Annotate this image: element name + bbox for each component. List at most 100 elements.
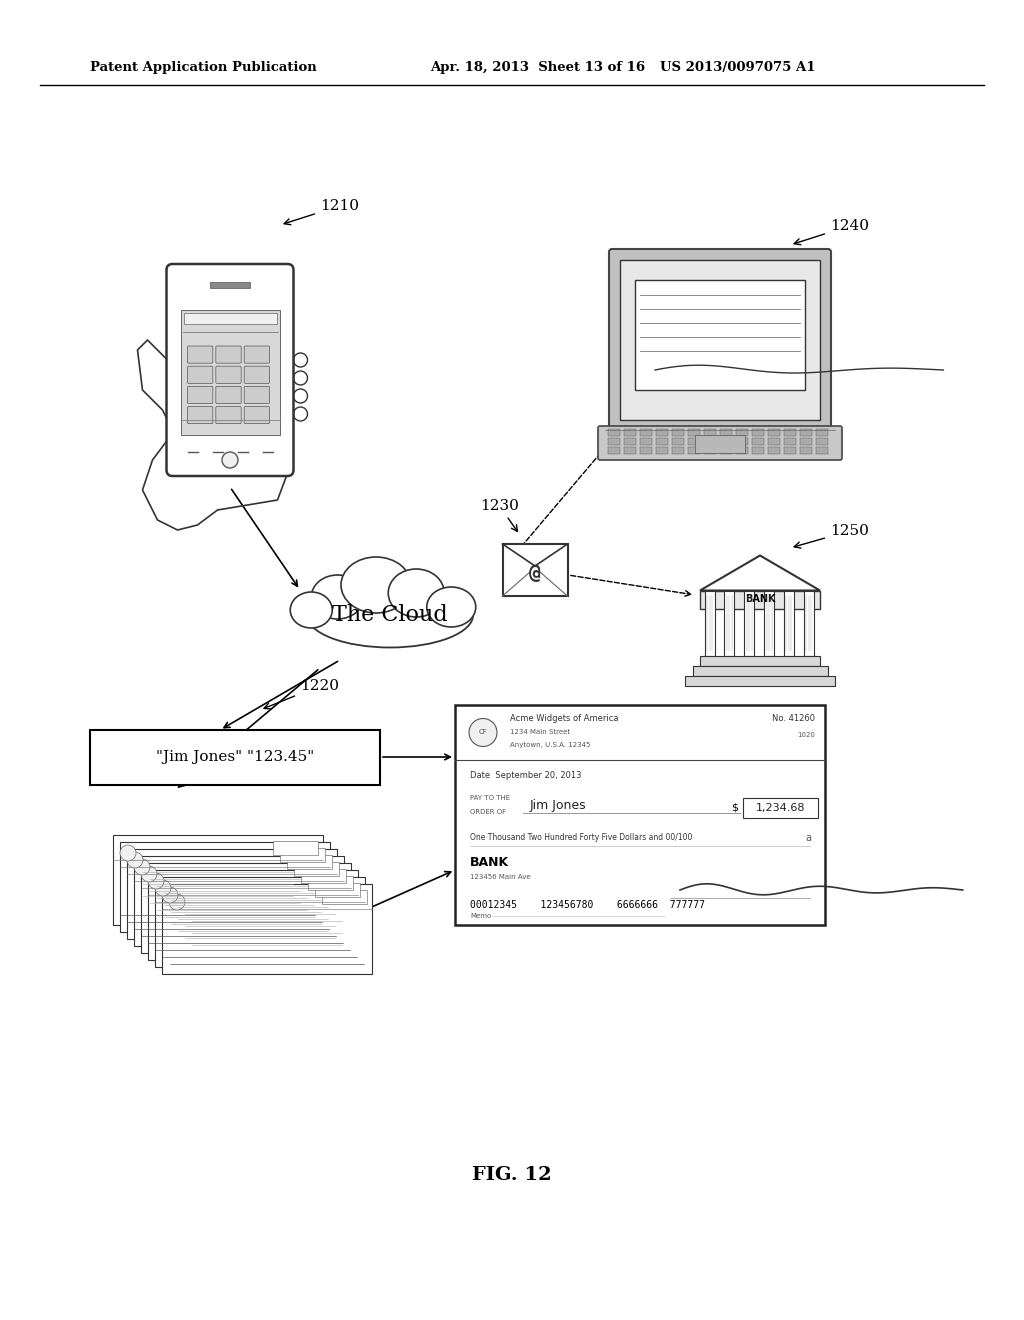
Circle shape (169, 894, 185, 909)
Text: 1220: 1220 (264, 678, 339, 709)
Bar (280, 847, 325, 862)
FancyBboxPatch shape (216, 407, 242, 424)
Bar (624, 429, 636, 436)
Bar (656, 438, 668, 445)
Bar (90, 730, 380, 785)
Circle shape (120, 845, 136, 861)
Bar (720, 447, 732, 454)
Bar (705, 438, 716, 445)
Bar (695, 436, 745, 453)
Bar (768, 438, 780, 445)
Bar (608, 429, 620, 436)
Bar (141, 863, 351, 953)
Circle shape (469, 718, 497, 747)
Bar (672, 438, 684, 445)
Text: Jim Jones: Jim Jones (530, 799, 587, 812)
Text: 1250: 1250 (795, 524, 869, 548)
Bar (127, 849, 337, 939)
Bar (720, 438, 732, 445)
Circle shape (134, 859, 150, 875)
Bar (700, 590, 820, 609)
Bar (640, 429, 652, 436)
Ellipse shape (290, 591, 332, 628)
Bar (752, 447, 764, 454)
Text: The Cloud: The Cloud (332, 605, 447, 626)
Bar (180, 310, 280, 436)
Bar (315, 883, 360, 896)
Bar (656, 447, 668, 454)
Bar (301, 869, 346, 883)
FancyBboxPatch shape (167, 264, 294, 477)
Bar (736, 429, 748, 436)
Ellipse shape (307, 582, 473, 648)
Ellipse shape (311, 576, 364, 619)
Text: BANK: BANK (470, 857, 509, 870)
Ellipse shape (427, 587, 476, 627)
FancyBboxPatch shape (187, 407, 213, 424)
FancyBboxPatch shape (598, 426, 842, 459)
Bar (743, 799, 818, 818)
Text: "Jim Jones" "123.45": "Jim Jones" "123.45" (156, 751, 314, 764)
Bar (720, 429, 732, 436)
Circle shape (222, 451, 238, 469)
Bar (608, 438, 620, 445)
Bar (816, 447, 828, 454)
Bar (800, 438, 812, 445)
Circle shape (294, 389, 307, 403)
Text: Anytown, U.S.A. 12345: Anytown, U.S.A. 12345 (510, 742, 591, 747)
Bar (816, 438, 828, 445)
Bar (800, 447, 812, 454)
Bar (816, 429, 828, 436)
Text: 1,234.68: 1,234.68 (757, 803, 806, 813)
Text: 1210: 1210 (284, 199, 359, 224)
Bar (752, 438, 764, 445)
Bar (308, 875, 353, 890)
FancyBboxPatch shape (244, 387, 269, 404)
Bar (148, 870, 358, 960)
FancyBboxPatch shape (216, 366, 242, 383)
Circle shape (294, 352, 307, 367)
Bar (688, 429, 700, 436)
Text: 1020: 1020 (797, 733, 815, 738)
FancyBboxPatch shape (244, 407, 269, 424)
Ellipse shape (341, 557, 411, 612)
Bar (688, 447, 700, 454)
Text: a: a (805, 833, 811, 843)
Bar (210, 282, 250, 288)
Text: 00012345    123456780    6666666  777777: 00012345 123456780 6666666 777777 (470, 900, 705, 909)
Bar (162, 884, 372, 974)
Bar (672, 447, 684, 454)
Circle shape (127, 851, 143, 869)
Bar (120, 842, 330, 932)
Bar (692, 665, 827, 676)
Bar (744, 590, 755, 656)
Bar (804, 590, 814, 656)
Bar (113, 836, 323, 925)
Text: Date  September 20, 2013: Date September 20, 2013 (470, 771, 582, 780)
Bar (640, 438, 652, 445)
Text: Patent Application Publication: Patent Application Publication (90, 62, 316, 74)
Text: PAY TO THE: PAY TO THE (470, 795, 510, 801)
Bar (736, 438, 748, 445)
Bar (656, 429, 668, 436)
Ellipse shape (388, 569, 444, 616)
Bar (685, 676, 835, 685)
Circle shape (148, 873, 164, 888)
Text: FIG. 12: FIG. 12 (472, 1166, 552, 1184)
Bar (768, 447, 780, 454)
Bar (768, 429, 780, 436)
Bar (705, 447, 716, 454)
Text: 123456 Main Ave: 123456 Main Ave (470, 874, 530, 880)
Text: BANK: BANK (744, 594, 775, 605)
Bar (705, 590, 715, 656)
Bar (134, 855, 344, 946)
Text: @: @ (529, 565, 541, 583)
Bar (503, 544, 567, 597)
Bar (752, 429, 764, 436)
Text: $: $ (731, 803, 738, 813)
Bar (672, 429, 684, 436)
Bar (287, 855, 332, 869)
Bar (705, 429, 716, 436)
Circle shape (294, 407, 307, 421)
Bar (784, 438, 796, 445)
